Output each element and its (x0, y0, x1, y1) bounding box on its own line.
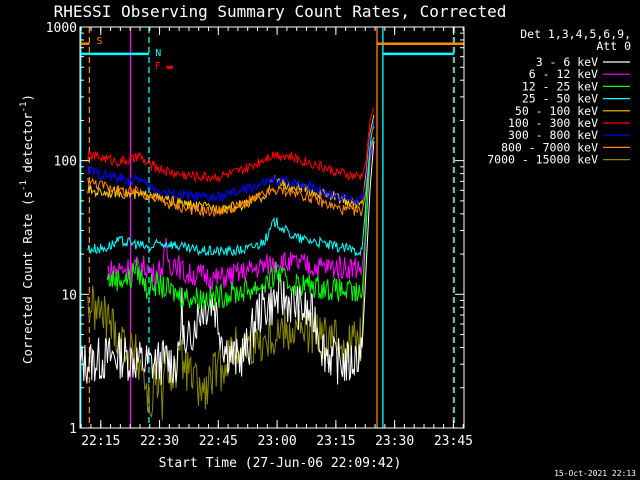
footer-timestamp: 15-Oct-2021 22:13 (554, 469, 636, 478)
x-tick-label-1: 22:30 (140, 434, 179, 449)
legend-label-0: 3 - 6 keV (536, 55, 598, 69)
ylabel-mid: detector (20, 112, 35, 180)
x-axis-label: Start Time (27-Jun-06 22:09:42) (159, 456, 402, 471)
legend-label-8: 7000 - 15000 keV (487, 153, 598, 167)
x-tick-label-3: 23:00 (258, 434, 297, 449)
legend-label-7: 800 - 7000 keV (501, 140, 598, 154)
series-line-7 (87, 126, 375, 218)
series-line-5 (87, 107, 375, 184)
svg-text:Corrected Count Rate (s-1 dete: Corrected Count Rate (s-1 detector-1) (19, 94, 35, 364)
series-line-2 (106, 136, 375, 309)
series-line-8 (87, 136, 375, 421)
x-tick-label-5: 23:30 (375, 434, 414, 449)
ylabel-end: ) (20, 94, 35, 102)
legend-label-6: 300 - 800 keV (508, 128, 598, 142)
axes: 22:15 22:30 22:45 23:00 23:15 23:30 23:45 1 10 10… (46, 21, 473, 449)
legend-label-1: 6 - 12 keV (529, 67, 598, 81)
y-tick-label-2: 100 (54, 155, 77, 170)
x-tick-label-0: 22:15 (81, 434, 120, 449)
flag-N: N (155, 48, 161, 59)
y-tick-label-1: 10 (61, 288, 77, 303)
legend-header-line-1: Att 0 (596, 39, 631, 53)
legend-label-3: 25 - 50 keV (522, 92, 598, 106)
legend-label-2: 12 - 25 keV (522, 79, 598, 93)
series-line-6 (87, 120, 375, 206)
x-tick-label-6: 23:45 (434, 434, 473, 449)
chart-title: RHESSI Observing Summary Count Rates, Co… (54, 2, 507, 21)
flag-S: S (96, 36, 102, 47)
legend-header: Det 1,3,4,5,6,9,Att 0 (520, 27, 631, 53)
y-tick-label-3: 1000 (46, 21, 77, 36)
legend-label-5: 100 - 300 keV (508, 116, 598, 130)
ylabel-sup2: -1 (19, 102, 29, 113)
series-line-0 (79, 141, 375, 385)
y-axis-label: Corrected Count Rate (s-1 detector-1) (19, 94, 35, 364)
plot-area: S NF (79, 27, 464, 428)
x-tick-label-4: 23:15 (316, 434, 355, 449)
x-tick-label-2: 22:45 (199, 434, 238, 449)
flag-F: F (155, 61, 161, 72)
ylabel-main: Corrected Count Rate (s (20, 191, 35, 364)
series-line-3 (87, 120, 375, 258)
legend-header-line-0: Det 1,3,4,5,6,9, (520, 27, 631, 41)
legend-label-4: 50 - 100 keV (515, 104, 598, 118)
y-tick-label-0: 1 (69, 422, 77, 437)
ylabel-sup1: -1 (19, 180, 29, 191)
series-line-1 (106, 137, 375, 292)
plot-frame (79, 26, 465, 429)
